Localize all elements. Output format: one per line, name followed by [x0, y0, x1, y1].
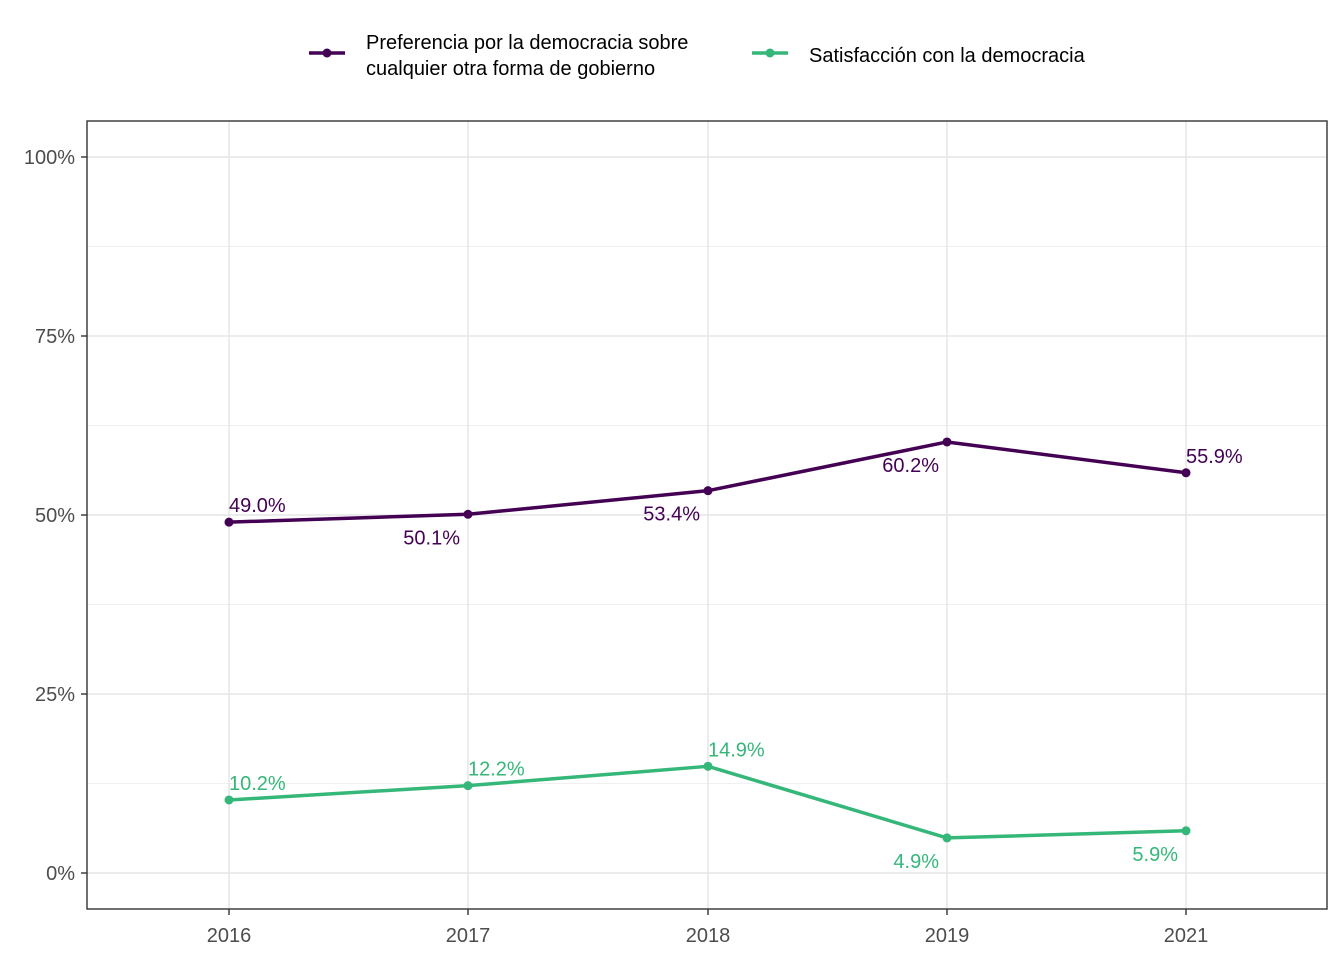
series-layer: 49.0% 50.1% 53.4% 60.2% 55.9% 10.2% 12.2% 14.9%… [224, 437, 1243, 873]
data-point [463, 509, 473, 519]
data-label: 53.4% [643, 504, 700, 526]
legend-label: Preferencia por la democracia sobre [366, 32, 688, 54]
y-tick-label: 75% [35, 326, 75, 348]
data-point [703, 761, 713, 771]
data-label: 12.2% [468, 759, 525, 781]
data-label: 55.9% [1186, 446, 1243, 468]
y-axis: 0% 25% 50% 75% 100% [24, 147, 87, 885]
major-gridlines [87, 121, 1327, 909]
legend-key-point [322, 48, 332, 58]
x-tick-label: 2018 [686, 925, 731, 947]
x-tick-label: 2017 [446, 925, 491, 947]
data-label: 49.0% [229, 495, 286, 517]
data-label: 60.2% [882, 455, 939, 477]
x-tick-label: 2016 [207, 925, 252, 947]
series-1: 10.2% 12.2% 14.9% 4.9% 5.9% [224, 739, 1191, 873]
y-tick-label: 0% [46, 863, 75, 885]
plot-panel: 49.0% 50.1% 53.4% 60.2% 55.9% 10.2% 12.2% 14.9%… [86, 120, 1328, 910]
data-point [1181, 826, 1191, 836]
data-point [463, 781, 473, 791]
y-tick-label: 25% [35, 684, 75, 706]
minor-gridlines [87, 246, 1327, 784]
legend-key [309, 48, 345, 58]
data-label: 4.9% [893, 851, 939, 873]
legend-item-0: Preferencia por la democracia sobre cualq… [309, 32, 688, 80]
data-point [942, 437, 952, 447]
series-0: 49.0% 50.1% 53.4% 60.2% 55.9% [224, 437, 1243, 549]
data-label: 10.2% [229, 773, 286, 795]
data-point [942, 833, 952, 843]
x-tick-label: 2021 [1164, 925, 1209, 947]
y-tick-label: 50% [35, 505, 75, 527]
legend-label: Satisfacción con la democracia [809, 45, 1086, 67]
data-label: 50.1% [403, 527, 460, 549]
data-label: 5.9% [1132, 844, 1178, 866]
legend-label: cualquier otra forma de gobierno [366, 58, 655, 80]
data-point [224, 795, 234, 805]
legend-item-1: Satisfacción con la democracia [752, 45, 1086, 67]
legend-key [752, 48, 788, 58]
x-axis: 2016 2017 2018 2019 2021 [207, 909, 1209, 947]
legend: Preferencia por la democracia sobre cualq… [309, 32, 1086, 80]
y-tick-label: 100% [24, 147, 75, 169]
legend-key-point [765, 48, 775, 58]
data-label: 14.9% [708, 739, 765, 761]
x-tick-label: 2019 [925, 925, 970, 947]
data-point [703, 486, 713, 496]
data-point [224, 517, 234, 527]
data-point [1181, 468, 1191, 478]
